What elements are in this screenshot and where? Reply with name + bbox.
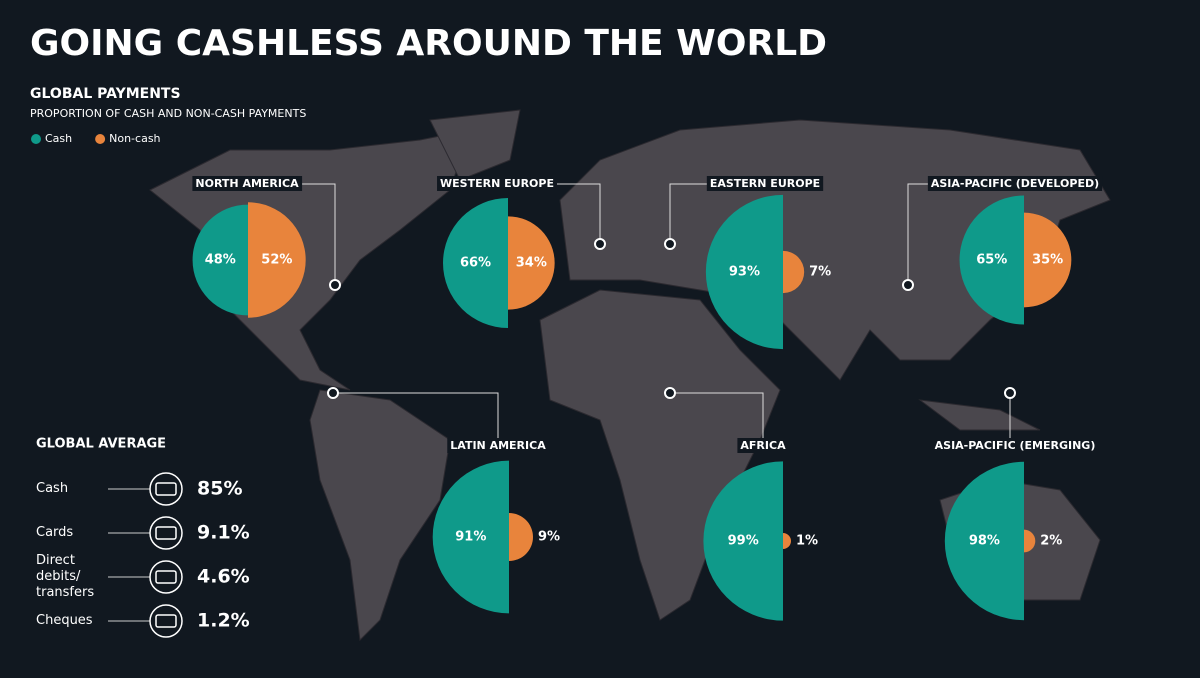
value-label: 2%	[1040, 534, 1062, 549]
legend-label: Non-cash	[109, 132, 160, 145]
semicircle	[508, 216, 555, 310]
region-label: ASIA-PACIFIC (EMERGING)	[935, 439, 1096, 452]
value-label: 52%	[261, 253, 292, 268]
list-label: Cheques	[36, 613, 93, 628]
label-bg	[192, 176, 303, 191]
semicircle	[192, 204, 248, 316]
chart-title: GLOBAL PAYMENTS	[30, 86, 181, 102]
legend-swatch	[95, 134, 106, 144]
connector	[333, 392, 499, 438]
semicircle	[944, 461, 1024, 621]
list-title: GLOBAL AVERAGE	[36, 437, 166, 452]
semicircle	[1024, 529, 1036, 553]
icon-ring	[149, 604, 183, 638]
icon	[155, 482, 177, 496]
location-dot	[664, 387, 676, 399]
list-value: 85%	[197, 478, 242, 500]
connector	[669, 183, 715, 244]
value-label: 98%	[969, 534, 1000, 549]
icon	[155, 614, 177, 628]
region-label: AFRICA	[740, 439, 786, 452]
value-label: 65%	[976, 253, 1007, 268]
label-bg	[931, 438, 1099, 453]
value-label: 1%	[796, 534, 818, 549]
icon-ring	[149, 472, 183, 506]
connector	[300, 183, 336, 285]
semicircle	[783, 250, 805, 294]
location-dot	[329, 279, 341, 291]
semicircle	[1024, 212, 1072, 308]
semicircle	[443, 198, 508, 328]
semicircle	[432, 460, 509, 614]
icon-ring	[149, 560, 183, 594]
region-label: WESTERN EUROPE	[440, 177, 554, 190]
semicircle	[248, 202, 306, 318]
list-label: Cash	[36, 481, 69, 496]
region-label: NORTH AMERICA	[195, 177, 299, 190]
icon	[155, 526, 177, 540]
value-label: 9%	[538, 530, 560, 545]
connector	[670, 392, 764, 438]
page-title: GOING CASHLESS AROUND THE WORLD	[30, 23, 827, 64]
location-dot	[1004, 387, 1016, 399]
list-label: Direct debits/ transfers	[36, 553, 95, 600]
label-bg	[437, 176, 557, 191]
icon-ring	[149, 516, 183, 550]
list-value: 9.1%	[197, 522, 250, 544]
semicircle	[959, 195, 1024, 325]
semicircle	[509, 513, 533, 561]
location-dot	[902, 279, 914, 291]
value-label: 7%	[809, 265, 831, 280]
label-bg	[706, 176, 824, 191]
value-label: 99%	[728, 534, 759, 549]
value-label: 66%	[460, 256, 491, 271]
value-label: 35%	[1032, 253, 1063, 268]
region-label: ASIA-PACIFIC (DEVELOPED)	[931, 177, 1099, 190]
list-label: Cards	[36, 525, 74, 540]
location-dot	[664, 238, 676, 250]
location-dot	[594, 238, 606, 250]
icon	[155, 570, 177, 584]
label-bg	[927, 176, 1103, 191]
value-label: 93%	[729, 265, 760, 280]
chart-subtitle: PROPORTION OF CASH AND NON-CASH PAYMENTS	[30, 107, 306, 120]
legend-swatch	[31, 134, 41, 144]
region-label: EASTERN EUROPE	[710, 177, 820, 190]
location-dot	[327, 387, 339, 399]
label-bg	[447, 438, 550, 453]
region-label: LATIN AMERICA	[450, 439, 546, 452]
list-value: 1.2%	[197, 610, 250, 632]
connector	[907, 183, 930, 285]
value-label: 34%	[516, 256, 547, 271]
legend-label: Cash	[45, 132, 72, 145]
semicircle	[705, 194, 783, 350]
connector	[553, 183, 601, 244]
semicircle	[703, 461, 783, 621]
value-label: 91%	[455, 530, 486, 545]
value-label: 48%	[205, 253, 236, 268]
list-value: 4.6%	[197, 566, 250, 588]
label-bg	[737, 438, 790, 453]
semicircle	[783, 533, 791, 549]
